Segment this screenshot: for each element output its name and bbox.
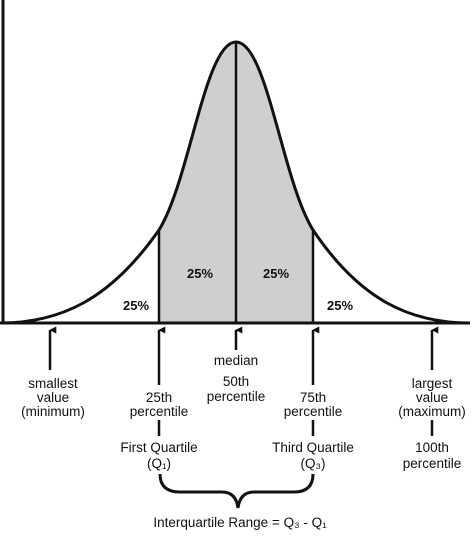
region-label: 25% bbox=[187, 266, 213, 281]
label: (minimum) bbox=[21, 404, 85, 419]
label: Third Quartile bbox=[272, 440, 354, 455]
iqr-label: Interquartile Range = Q₃ - Q₁ bbox=[153, 515, 327, 530]
label: percentile bbox=[403, 456, 462, 471]
label: largest bbox=[412, 376, 453, 391]
label: percentile bbox=[207, 389, 266, 404]
brace bbox=[158, 473, 315, 509]
label: value bbox=[37, 390, 69, 405]
label: value bbox=[416, 390, 448, 405]
label: smallest bbox=[28, 376, 78, 391]
label: (Q₁) bbox=[147, 456, 171, 471]
label: percentile bbox=[130, 404, 189, 419]
region-label: 25% bbox=[123, 298, 149, 313]
label: 25th bbox=[146, 390, 172, 405]
label: (maximum) bbox=[398, 404, 466, 419]
label: 50th bbox=[223, 374, 249, 389]
label: median bbox=[214, 353, 258, 368]
label: percentile bbox=[284, 404, 343, 419]
label: First Quartile bbox=[120, 440, 197, 455]
label: (Q₃) bbox=[301, 456, 326, 471]
region-label: 25% bbox=[263, 266, 289, 281]
region-label: 25% bbox=[327, 298, 353, 313]
arrows bbox=[48, 326, 439, 436]
label: 75th bbox=[300, 390, 326, 405]
label: 100th bbox=[415, 440, 449, 455]
